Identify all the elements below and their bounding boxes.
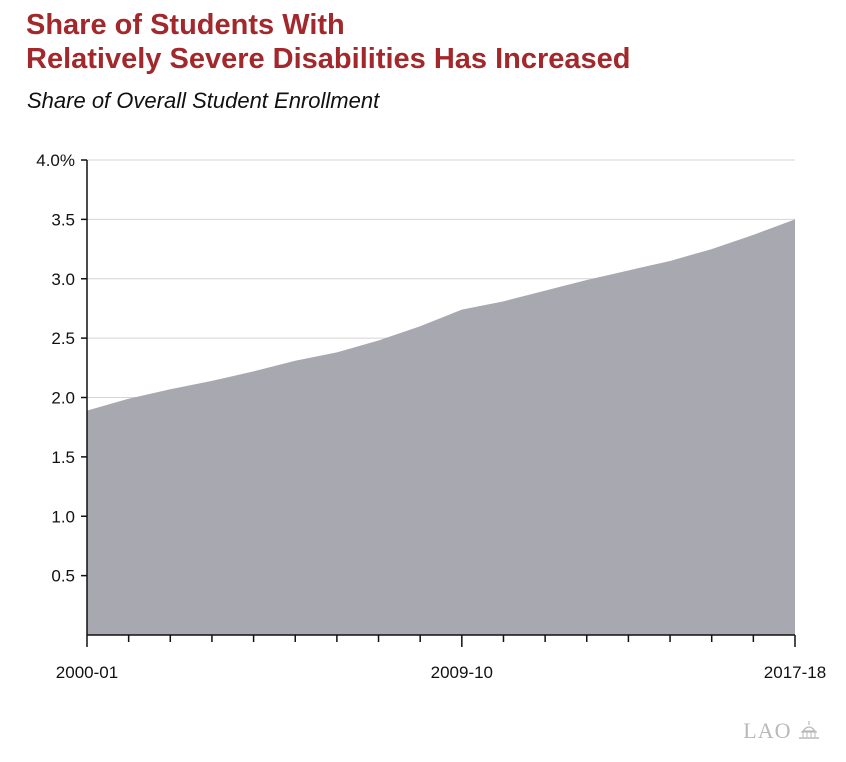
chart-title-line-2: Relatively Severe Disabilities Has Incre… <box>26 43 631 75</box>
x-tick-label: 2009-10 <box>431 663 493 682</box>
tick-labels: 0.5 1.0 1.5 2.0 2.5 3.0 3.5 4.0% 2000-01 2009-10 2… <box>36 151 826 682</box>
y-tick-label: 2.0 <box>51 389 75 408</box>
y-tick-label: 3.0 <box>51 270 75 289</box>
area-series-fill <box>87 219 795 635</box>
y-tick-label: 2.5 <box>51 329 75 348</box>
area-series <box>87 219 795 635</box>
axes <box>81 159 796 647</box>
x-tick-label: 2000-01 <box>56 663 118 682</box>
chart-title-line-1: Share of Students With <box>26 9 345 41</box>
lao-logo-text: LAO <box>743 718 792 743</box>
y-tick-label: 1.5 <box>51 448 75 467</box>
y-tick-label: 4.0% <box>36 151 75 170</box>
y-tick-label: 3.5 <box>51 210 75 229</box>
chart-title: Share of Students With Relatively Severe… <box>26 8 631 76</box>
y-tick-label: 0.5 <box>51 567 75 586</box>
x-tick-label: 2017-18 <box>764 663 826 682</box>
capitol-dome-icon <box>799 721 819 739</box>
y-tick-label: 1.0 <box>51 507 75 526</box>
chart-subtitle: Share of Overall Student Enrollment <box>27 88 380 113</box>
lao-logo: LAO <box>743 718 820 744</box>
